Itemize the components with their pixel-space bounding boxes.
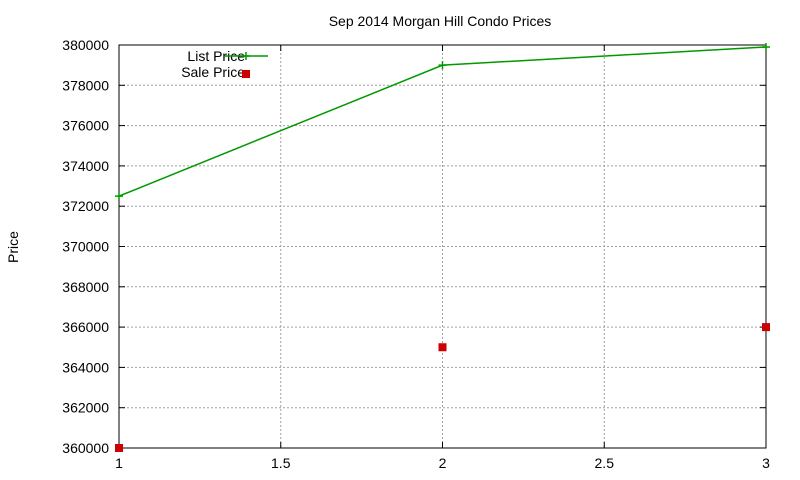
series bbox=[115, 43, 770, 452]
grid bbox=[119, 45, 766, 448]
x-tick-label: 2.5 bbox=[595, 455, 615, 471]
y-tick-label: 360000 bbox=[62, 440, 109, 456]
sale-price-point bbox=[115, 444, 123, 452]
chart-title: Sep 2014 Morgan Hill Condo Prices bbox=[329, 13, 552, 29]
y-tick-label: 380000 bbox=[62, 37, 109, 53]
legend-label-list-price: List Price bbox=[187, 48, 245, 64]
legend-label-sale-price: Sale Price bbox=[181, 64, 245, 80]
y-tick-label: 364000 bbox=[62, 359, 109, 375]
y-tick-label: 370000 bbox=[62, 239, 109, 255]
y-tick-label: 374000 bbox=[62, 158, 109, 174]
y-tick-label: 378000 bbox=[62, 77, 109, 93]
list-price-point bbox=[438, 61, 447, 70]
sale-price-point bbox=[438, 343, 447, 352]
axis-ticks: 360000 362000 364000 366000 368000 370000 3720… bbox=[62, 37, 770, 471]
legend-marker-sale-price bbox=[242, 70, 250, 78]
list-price-point bbox=[762, 43, 770, 52]
y-tick-label: 368000 bbox=[62, 279, 109, 295]
x-tick-label: 1.5 bbox=[271, 455, 291, 471]
legend-marker-list-price bbox=[242, 52, 250, 60]
y-axis-label: Price bbox=[5, 231, 21, 263]
y-tick-label: 376000 bbox=[62, 118, 109, 134]
x-tick-label: 3 bbox=[762, 455, 770, 471]
list-price-point bbox=[115, 192, 123, 201]
y-tick-label: 362000 bbox=[62, 400, 109, 416]
y-tick-label: 372000 bbox=[62, 198, 109, 214]
sale-price-point bbox=[762, 323, 770, 332]
y-tick-label: 366000 bbox=[62, 319, 109, 335]
x-tick-label: 1 bbox=[115, 455, 123, 471]
x-tick-label: 2 bbox=[439, 455, 447, 471]
plot-frame bbox=[118, 44, 767, 449]
